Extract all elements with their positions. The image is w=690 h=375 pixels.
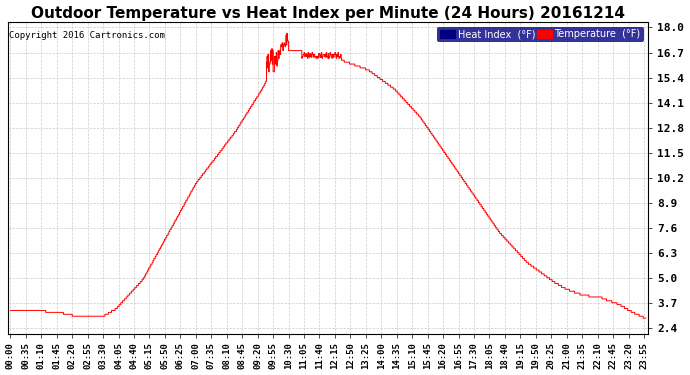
Text: Copyright 2016 Cartronics.com: Copyright 2016 Cartronics.com [10,31,166,40]
Title: Outdoor Temperature vs Heat Index per Minute (24 Hours) 20161214: Outdoor Temperature vs Heat Index per Mi… [31,6,625,21]
Legend: Heat Index  (°F), Temperature  (°F): Heat Index (°F), Temperature (°F) [437,27,644,42]
